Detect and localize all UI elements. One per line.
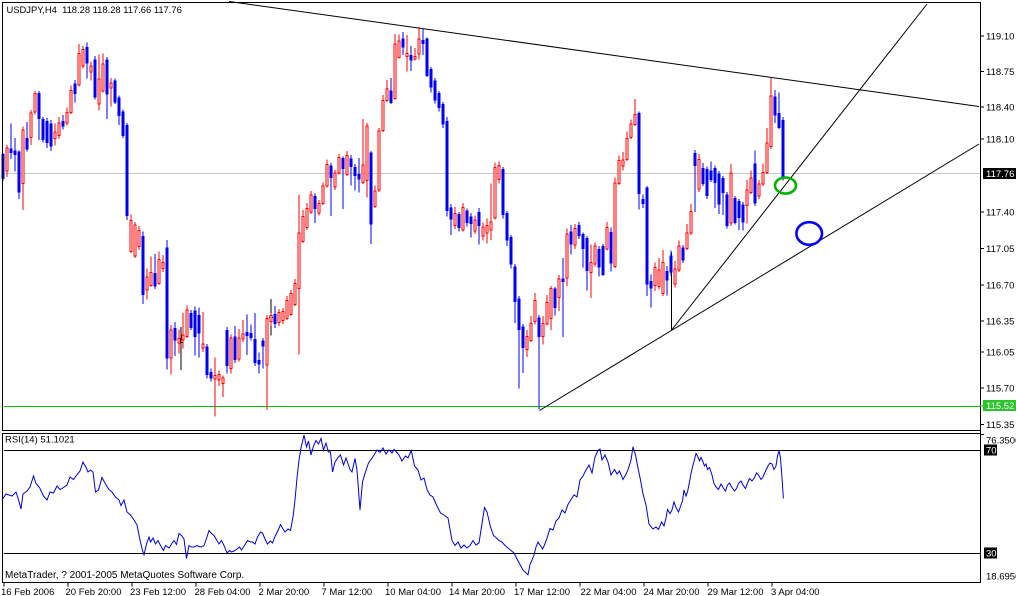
svg-text:3 Apr 04:00: 3 Apr 04:00 [771, 587, 820, 596]
svg-text:2 Mar 20:00: 2 Mar 20:00 [259, 587, 310, 596]
svg-text:118.10: 118.10 [986, 135, 1014, 146]
svg-text:118.75: 118.75 [986, 67, 1014, 78]
svg-text:RSI(14) 51.1021: RSI(14) 51.1021 [5, 435, 75, 446]
svg-text:10 Mar 04:00: 10 Mar 04:00 [385, 587, 441, 596]
svg-text:30: 30 [986, 549, 997, 560]
svg-text:70: 70 [986, 446, 997, 457]
svg-text:115.52: 115.52 [986, 401, 1014, 412]
svg-text:116.70: 116.70 [986, 281, 1014, 292]
svg-text:119.10: 119.10 [986, 32, 1014, 43]
svg-text:29 Mar 12:00: 29 Mar 12:00 [708, 587, 764, 596]
svg-text:18.6956: 18.6956 [986, 572, 1016, 583]
svg-text:116.35: 116.35 [986, 317, 1014, 328]
svg-text:117.76: 117.76 [986, 169, 1014, 180]
svg-text:118.40: 118.40 [986, 103, 1014, 114]
svg-text:USDJPY,H4 118.28 118.28 117.6: USDJPY,H4 118.28 118.28 117.66 117.76 [7, 4, 182, 15]
svg-text:MetaTrader, ? 2001-2005 MetaQu: MetaTrader, ? 2001-2005 MetaQuotes Softw… [5, 570, 244, 581]
svg-text:20 Feb 20:00: 20 Feb 20:00 [66, 587, 122, 596]
svg-text:23 Feb 12:00: 23 Feb 12:00 [130, 587, 186, 596]
svg-text:28 Feb 04:00: 28 Feb 04:00 [195, 587, 251, 596]
svg-text:22 Mar 04:00: 22 Mar 04:00 [581, 587, 637, 596]
svg-text:16 Feb 2006: 16 Feb 2006 [1, 587, 54, 596]
svg-text:7 Mar 12:00: 7 Mar 12:00 [322, 587, 373, 596]
svg-text:17 Mar 12:00: 17 Mar 12:00 [514, 587, 570, 596]
svg-text:14 Mar 20:00: 14 Mar 20:00 [449, 587, 505, 596]
svg-text:76.3506: 76.3506 [986, 436, 1016, 447]
svg-text:117.40: 117.40 [986, 208, 1014, 219]
svg-text:115.35: 115.35 [986, 420, 1014, 431]
svg-text:115.70: 115.70 [986, 384, 1014, 395]
svg-text:116.05: 116.05 [986, 348, 1014, 359]
svg-text:117.05: 117.05 [986, 244, 1014, 255]
svg-text:24 Mar 20:00: 24 Mar 20:00 [644, 587, 700, 596]
